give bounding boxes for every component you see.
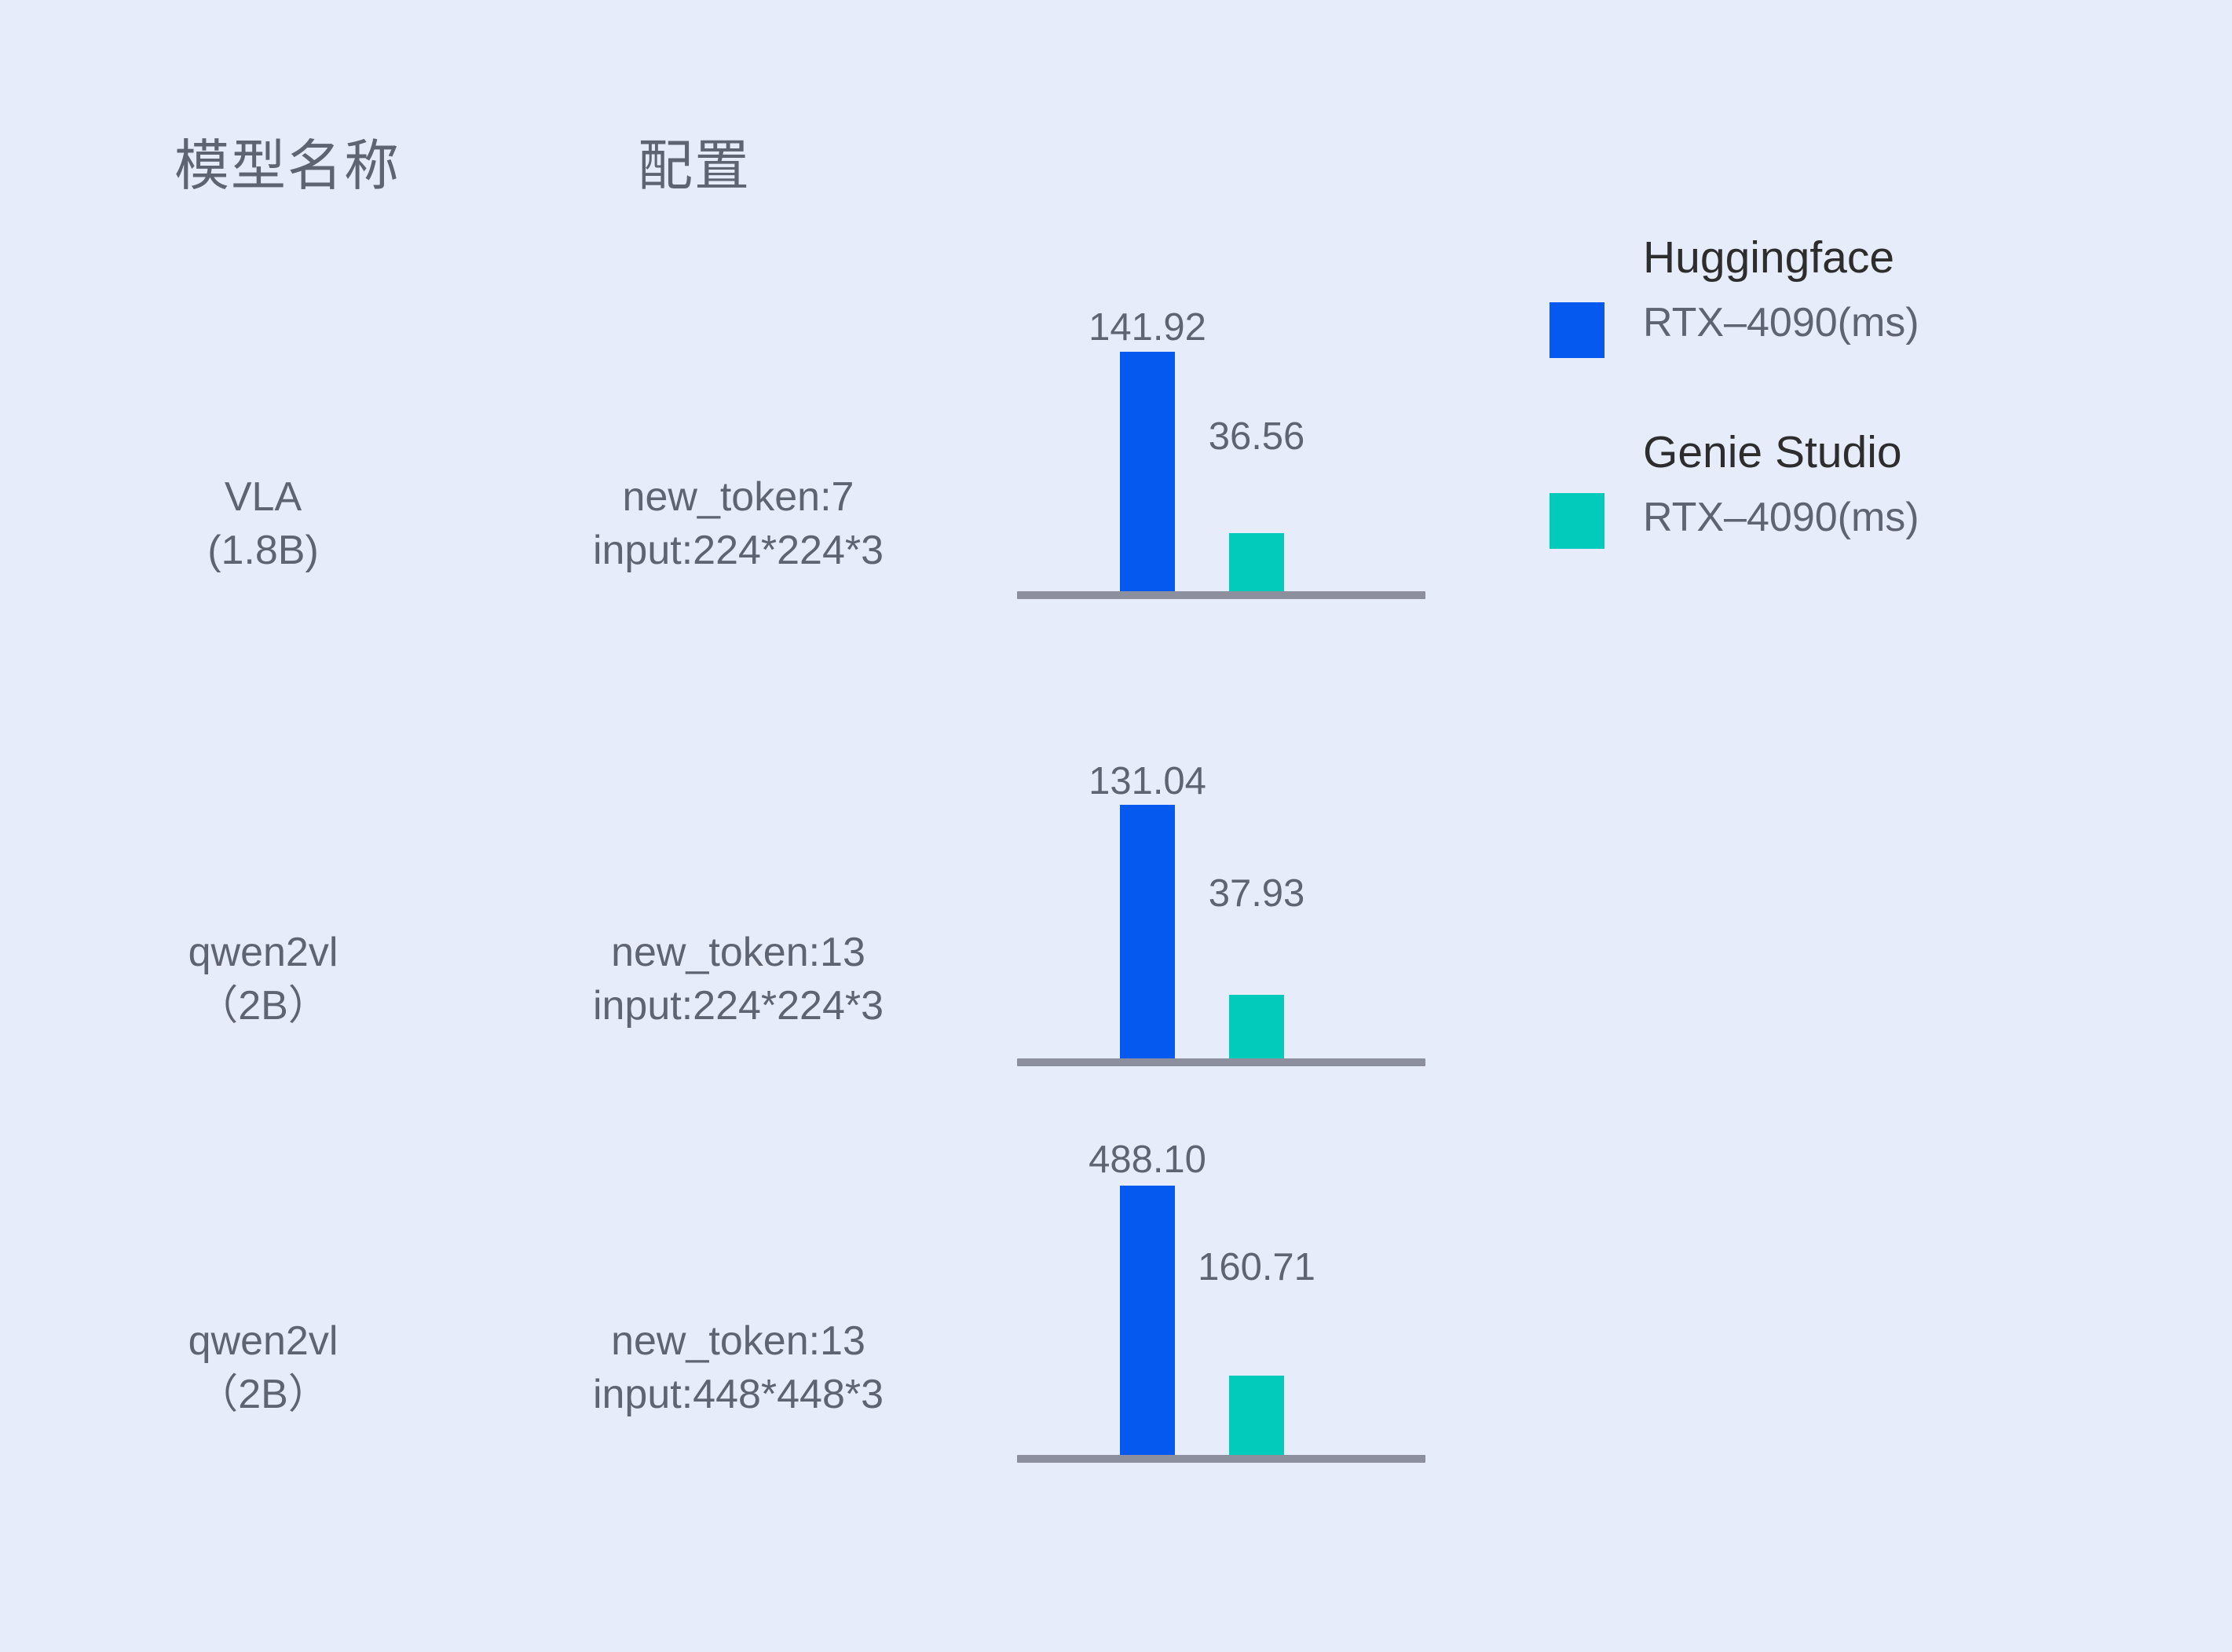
legend-swatch-icon [1550, 493, 1604, 549]
row-model-label: qwen2vl （2B） [134, 927, 393, 1032]
bar-value-label-genie-studio: 160.71 [1198, 1246, 1315, 1288]
row-config-label: new_token:13 input:224*224*3 [456, 927, 1021, 1032]
chart-baseline [1017, 1058, 1425, 1066]
chart-baseline [1017, 591, 1425, 599]
row-model-line2: （2B） [197, 1371, 329, 1417]
bar-value-label-huggingface: 141.92 [1089, 306, 1206, 349]
legend-item-subtitle: RTX–4090(ms) [1643, 300, 1919, 345]
row-bar-chart: 488.10 160.71 [1017, 1107, 1425, 1468]
bars-container [1017, 1107, 1425, 1463]
row-config-label: new_token:7 input:224*224*3 [456, 471, 1021, 577]
bars-container [1017, 711, 1425, 1062]
row-model-line1: VLA [224, 474, 302, 520]
bar-value-label-huggingface: 131.04 [1089, 760, 1206, 802]
row-bar-chart: 141.92 36.56 [1017, 243, 1425, 605]
legend-item-title: Genie Studio [1643, 427, 1902, 477]
row-model-line1: qwen2vl [188, 1318, 338, 1364]
row-model-line1: qwen2vl [188, 930, 338, 975]
bar-huggingface[interactable] [1120, 805, 1175, 1062]
bar-genie-studio[interactable] [1229, 1376, 1284, 1463]
bar-genie-studio[interactable] [1229, 995, 1284, 1062]
chart-row: qwen2vl （2B） new_token:13 input:448*448*… [0, 1107, 2232, 1476]
column-header-model-name: 模型名称 [174, 135, 401, 196]
row-model-line2: (1.8B) [207, 527, 319, 573]
legend-swatch-icon [1550, 302, 1604, 358]
chart-row: VLA (1.8B) new_token:7 input:224*224*3 1… [0, 243, 2232, 612]
bars-container [1017, 243, 1425, 595]
bar-genie-studio[interactable] [1229, 533, 1284, 595]
bar-value-label-genie-studio: 37.93 [1208, 872, 1305, 915]
row-config-line1: new_token:13 [611, 930, 865, 975]
row-config-line2: input:224*224*3 [592, 527, 884, 573]
bar-value-label-huggingface: 488.10 [1089, 1138, 1206, 1181]
chart-baseline [1017, 1455, 1425, 1463]
row-config-line2: input:448*448*3 [592, 1371, 884, 1417]
row-config-line1: new_token:7 [622, 474, 854, 520]
legend-item-subtitle: RTX–4090(ms) [1643, 495, 1919, 540]
chart-row: qwen2vl （2B） new_token:13 input:224*224*… [0, 711, 2232, 1080]
row-model-label: VLA (1.8B) [134, 471, 393, 577]
row-bar-chart: 131.04 37.93 [1017, 711, 1425, 1072]
row-config-label: new_token:13 input:448*448*3 [456, 1315, 1021, 1421]
row-model-label: qwen2vl （2B） [134, 1315, 393, 1421]
legend-item-title: Huggingface [1643, 232, 1895, 283]
row-config-line1: new_token:13 [611, 1318, 865, 1364]
bar-huggingface[interactable] [1120, 352, 1175, 595]
bar-huggingface[interactable] [1120, 1186, 1175, 1463]
bar-value-label-genie-studio: 36.56 [1208, 415, 1305, 458]
row-config-line2: input:224*224*3 [592, 982, 884, 1029]
column-header-config: 配置 [638, 135, 751, 196]
row-model-line2: （2B） [197, 982, 329, 1029]
